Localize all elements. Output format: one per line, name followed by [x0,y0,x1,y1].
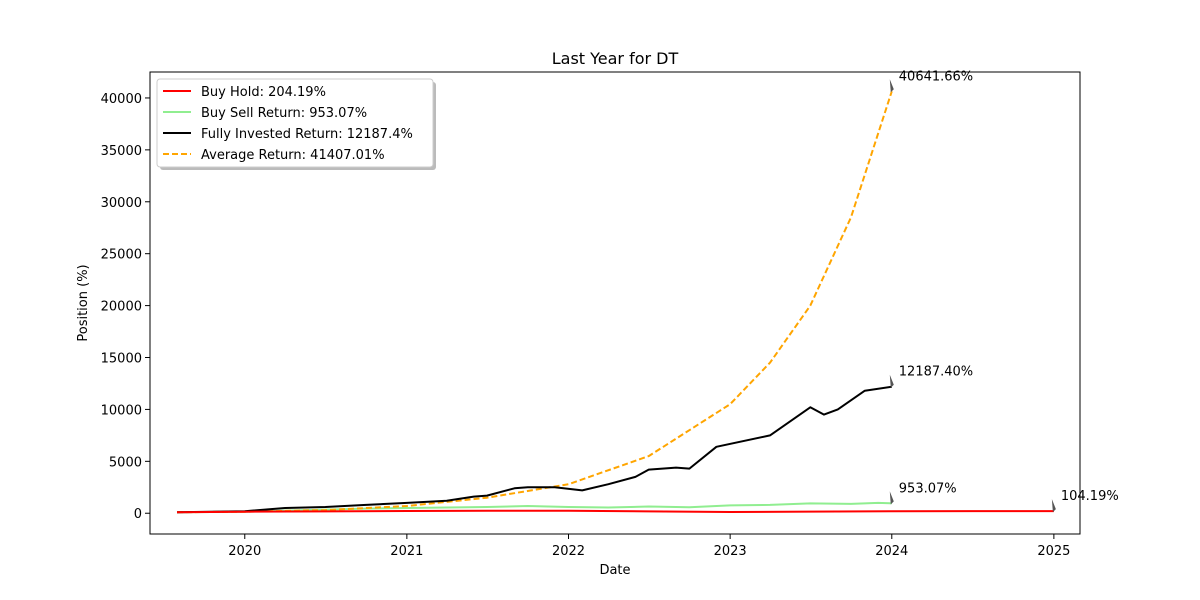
x-tick-label: 2020 [228,544,261,559]
legend: Buy Hold: 204.19% Buy Sell Return: 953.07… [156,78,436,170]
annotation-label: 12187.40% [899,365,973,380]
annotation-layer: 40641.66% 12187.40% 953.07% 104.19% [889,69,1119,513]
y-tick-label: 15000 [101,352,142,367]
annotation-label: 40641.66% [899,69,973,84]
legend-label-1: Buy Sell Return: 953.07% [201,106,367,121]
legend-label-2: Fully Invested Return: 12187.4% [201,127,413,142]
y-tick-label: 20000 [101,300,142,315]
x-tick-label: 2024 [875,544,908,559]
annotation-arrow [889,491,894,505]
series-line-2 [176,385,892,514]
series-layer [176,90,1054,514]
annotation-arrow [889,79,894,93]
x-tick-label: 2023 [714,544,747,559]
x-axis-label: Date [599,563,630,578]
x-tick-label: 2025 [1037,544,1070,559]
x-tick-label: 2022 [552,544,585,559]
chart-title: Last Year for DT [552,49,679,68]
y-tick-label: 25000 [101,248,142,263]
y-axis: 0 5000 10000 15000 20000 25000 30000 35000 40000 [101,92,150,522]
series-line-0 [176,509,1054,514]
x-axis: 2020 2021 2022 2023 2024 2025 [228,534,1070,559]
y-tick-label: 30000 [101,196,142,211]
y-tick-label: 35000 [101,144,142,159]
axes-border [149,71,1081,535]
y-tick-label: 40000 [101,92,142,107]
annotation-label: 104.19% [1061,489,1119,504]
y-tick-label: 5000 [109,455,142,470]
x-tick-label: 2021 [390,544,423,559]
legend-items: Buy Hold: 204.19% Buy Sell Return: 953.07… [163,85,413,163]
legend-label-0: Buy Hold: 204.19% [201,85,326,100]
series-line-3 [176,90,893,514]
y-tick-label: 10000 [101,403,142,418]
legend-box [156,78,434,168]
annotation-label: 953.07% [899,481,957,496]
legend-label-3: Average Return: 41407.01% [201,148,385,163]
y-tick-label: 0 [134,507,142,522]
y-axis-label: Position (%) [76,264,91,341]
annotation-arrow [1051,499,1056,513]
annotation-arrow [889,374,894,388]
